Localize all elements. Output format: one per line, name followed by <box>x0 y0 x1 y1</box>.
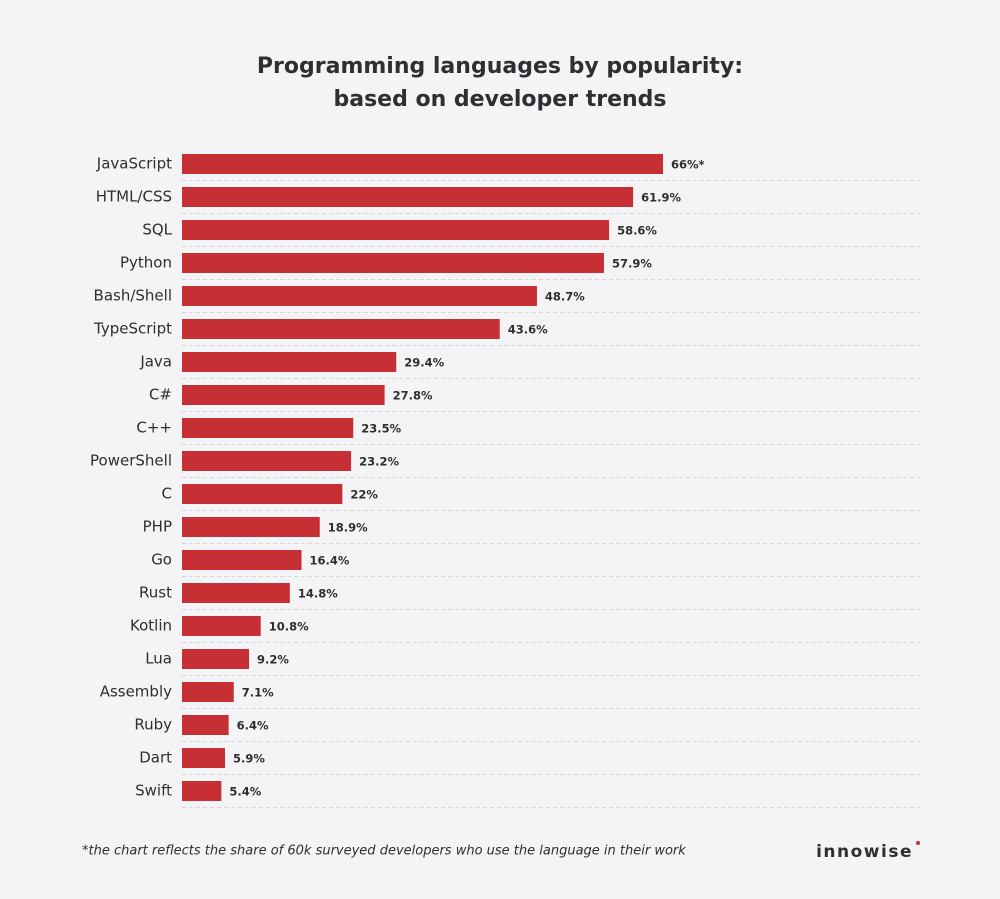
bar <box>182 484 343 504</box>
value-label: 22% <box>350 488 378 502</box>
value-label: 10.8% <box>269 620 309 634</box>
bar <box>182 748 225 768</box>
chart-title: based on developer trends <box>333 87 666 112</box>
value-label: 48.7% <box>545 290 585 304</box>
bar <box>182 616 261 636</box>
value-label: 29.4% <box>404 356 444 370</box>
y-tick-label: TypeScript <box>93 320 172 338</box>
bar <box>182 781 222 801</box>
value-label: 16.4% <box>310 554 350 568</box>
brand-logo: innowise <box>816 842 913 862</box>
y-tick-label: C <box>162 485 172 503</box>
value-label: 23.5% <box>361 422 401 436</box>
bar <box>182 550 302 570</box>
y-tick-label: Swift <box>135 782 172 800</box>
bar <box>182 286 537 306</box>
value-label: 57.9% <box>612 257 652 271</box>
value-label: 7.1% <box>242 686 274 700</box>
value-label: 27.8% <box>393 389 433 403</box>
y-tick-label: JavaScript <box>96 155 172 173</box>
bar <box>182 154 663 174</box>
footnote: *the chart reflects the share of 60k sur… <box>82 844 686 859</box>
value-label: 18.9% <box>328 521 368 535</box>
bar <box>182 319 500 339</box>
y-tick-label: Rust <box>139 584 172 602</box>
value-label: 58.6% <box>617 224 657 238</box>
y-tick-label: PHP <box>143 518 172 536</box>
bar <box>182 385 385 405</box>
chart-title: Programming languages by popularity: <box>257 54 743 79</box>
y-tick-label: HTML/CSS <box>96 188 172 206</box>
bar <box>182 682 234 702</box>
y-tick-label: Ruby <box>134 716 172 734</box>
bar <box>182 649 250 669</box>
value-label: 5.9% <box>233 752 265 766</box>
value-label: 5.4% <box>229 785 261 799</box>
y-tick-label: Go <box>151 551 172 569</box>
value-label: 61.9% <box>641 191 681 205</box>
y-tick-label: Python <box>120 254 172 272</box>
bar <box>182 715 229 735</box>
value-label: 6.4% <box>237 719 269 733</box>
bar <box>182 583 290 603</box>
value-label: 9.2% <box>257 653 289 667</box>
y-tick-label: C# <box>149 386 172 404</box>
y-tick-label: SQL <box>142 221 172 239</box>
value-label: 23.2% <box>359 455 399 469</box>
bar <box>182 451 352 471</box>
y-tick-label: Assembly <box>100 683 172 701</box>
y-tick-label: Kotlin <box>130 617 172 635</box>
y-tick-label: C++ <box>136 419 172 437</box>
y-tick-label: Java <box>139 353 172 371</box>
value-label: 43.6% <box>508 323 548 337</box>
y-tick-label: Bash/Shell <box>94 287 172 305</box>
value-label: 66%* <box>671 158 705 172</box>
value-label: 14.8% <box>298 587 338 601</box>
y-tick-label: PowerShell <box>90 452 172 470</box>
y-tick-label: Dart <box>139 749 172 767</box>
bar <box>182 418 354 438</box>
bar <box>182 220 610 240</box>
y-tick-label: Lua <box>145 650 172 668</box>
bar <box>182 253 604 273</box>
brand-dot <box>916 841 920 845</box>
bar <box>182 352 397 372</box>
bar <box>182 517 320 537</box>
bar <box>182 187 634 207</box>
